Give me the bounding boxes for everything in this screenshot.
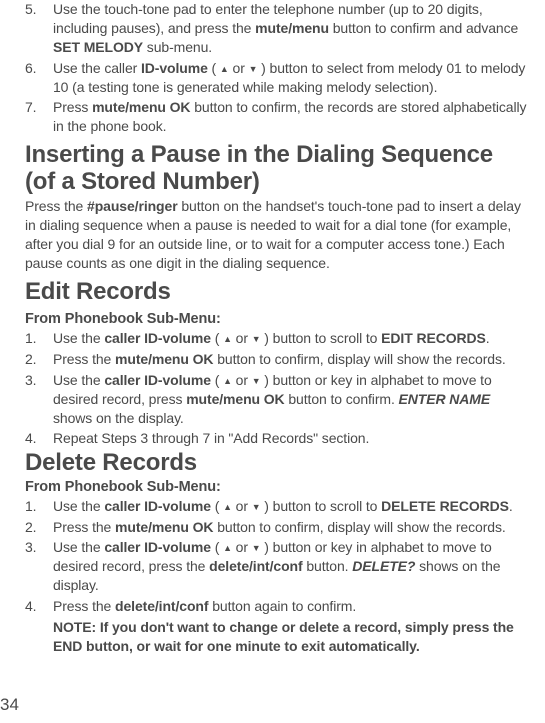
note-exit: NOTE: If you don't want to change or del…: [53, 618, 527, 656]
list-body: Use the touch-tone pad to enter the tele…: [53, 0, 527, 57]
bold-text: ID-volume: [141, 60, 208, 76]
list-body: Repeat Steps 3 through 7 in "Add Records…: [53, 429, 527, 448]
list-number: 4.: [25, 597, 53, 616]
list-body: Press mute/menu OK button to confirm, th…: [53, 98, 527, 136]
heading-insert-pause: Inserting a Pause in the Dialing Sequenc…: [25, 142, 527, 195]
down-triangle-icon: ▼: [252, 542, 261, 554]
bold-text: caller ID-volume: [104, 539, 211, 555]
list-body: Press the mute/menu OK button to confirm…: [53, 518, 527, 537]
down-triangle-icon: ▼: [252, 501, 261, 513]
subhead-phonebook-edit: From Phonebook Sub-Menu:: [25, 311, 527, 327]
list-item: 5.Use the touch-tone pad to enter the te…: [25, 0, 527, 57]
bold-text: caller ID-volume: [104, 372, 211, 388]
list-number: 7.: [25, 98, 53, 136]
steps-top: 5.Use the touch-tone pad to enter the te…: [25, 0, 527, 136]
list-item: 2.Press the mute/menu OK button to confi…: [25, 350, 527, 369]
list-item: 4.Repeat Steps 3 through 7 in "Add Recor…: [25, 429, 527, 448]
bold-text: mute/menu OK: [115, 519, 213, 535]
bold-text: mute/menu: [255, 20, 329, 36]
bold-text: caller ID-volume: [104, 498, 211, 514]
up-triangle-icon: ▲: [220, 63, 229, 75]
list-number: 3.: [25, 371, 53, 428]
bold-text: mute/menu OK: [92, 99, 190, 115]
bold-text: delete/int/conf: [115, 598, 208, 614]
steps-edit: 1.Use the caller ID-volume ( ▲ or ▼ ) bu…: [25, 329, 527, 448]
list-body: Use the caller ID-volume ( ▲ or ▼ ) butt…: [53, 329, 527, 348]
list-number: 5.: [25, 0, 53, 57]
subhead-phonebook-delete: From Phonebook Sub-Menu:: [25, 479, 527, 495]
manual-page: 5.Use the touch-tone pad to enter the te…: [0, 0, 545, 723]
list-number: 2.: [25, 350, 53, 369]
list-item: 3.Use the caller ID-volume ( ▲ or ▼ ) bu…: [25, 538, 527, 595]
up-triangle-icon: ▲: [223, 375, 232, 387]
list-body: Use the caller ID-volume ( ▲ or ▼ ) butt…: [53, 497, 527, 516]
up-triangle-icon: ▲: [223, 501, 232, 513]
list-body: Press the mute/menu OK button to confirm…: [53, 350, 527, 369]
bold-text: mute/menu OK: [115, 351, 213, 367]
list-number: 1.: [25, 497, 53, 516]
bold-italic-text: ENTER NAME: [399, 391, 491, 407]
list-number: 2.: [25, 518, 53, 537]
down-triangle-icon: ▼: [249, 63, 258, 75]
up-triangle-icon: ▲: [223, 333, 232, 345]
list-number: 6.: [25, 59, 53, 97]
page-number: 34: [0, 695, 19, 715]
bold-text: EDIT RECORDS: [381, 330, 486, 346]
paragraph-insert-pause: Press the #pause/ringer button on the ha…: [25, 197, 527, 273]
bold-text: #pause/ringer: [87, 198, 178, 214]
bold-italic-text: DELETE?: [352, 558, 415, 574]
bold-text: caller ID-volume: [104, 330, 211, 346]
list-number: 4.: [25, 429, 53, 448]
down-triangle-icon: ▼: [252, 333, 261, 345]
list-item: 2.Press the mute/menu OK button to confi…: [25, 518, 527, 537]
list-item: 3.Use the caller ID-volume ( ▲ or ▼ ) bu…: [25, 371, 527, 428]
list-item: 7.Press mute/menu OK button to confirm, …: [25, 98, 527, 136]
list-item: 4.Press the delete/int/conf button again…: [25, 597, 527, 616]
list-item: 1.Use the caller ID-volume ( ▲ or ▼ ) bu…: [25, 497, 527, 516]
list-body: Use the caller ID-volume ( ▲ or ▼ ) butt…: [53, 371, 527, 428]
list-body: Use the caller ID-volume ( ▲ or ▼ ) butt…: [53, 59, 527, 97]
bold-text: mute/menu OK: [186, 391, 284, 407]
bold-text: DELETE RECORDS: [381, 498, 509, 514]
heading-delete-records: Delete Records: [25, 450, 527, 476]
list-number: 3.: [25, 538, 53, 595]
bold-text: SET MELODY: [53, 39, 143, 55]
down-triangle-icon: ▼: [252, 375, 261, 387]
list-item: 6.Use the caller ID-volume ( ▲ or ▼ ) bu…: [25, 59, 527, 97]
list-item: 1.Use the caller ID-volume ( ▲ or ▼ ) bu…: [25, 329, 527, 348]
list-number: 1.: [25, 329, 53, 348]
steps-delete: 1.Use the caller ID-volume ( ▲ or ▼ ) bu…: [25, 497, 527, 616]
heading-edit-records: Edit Records: [25, 279, 527, 305]
up-triangle-icon: ▲: [223, 542, 232, 554]
list-body: Press the delete/int/conf button again t…: [53, 597, 527, 616]
bold-text: delete/int/conf: [209, 558, 302, 574]
list-body: Use the caller ID-volume ( ▲ or ▼ ) butt…: [53, 538, 527, 595]
